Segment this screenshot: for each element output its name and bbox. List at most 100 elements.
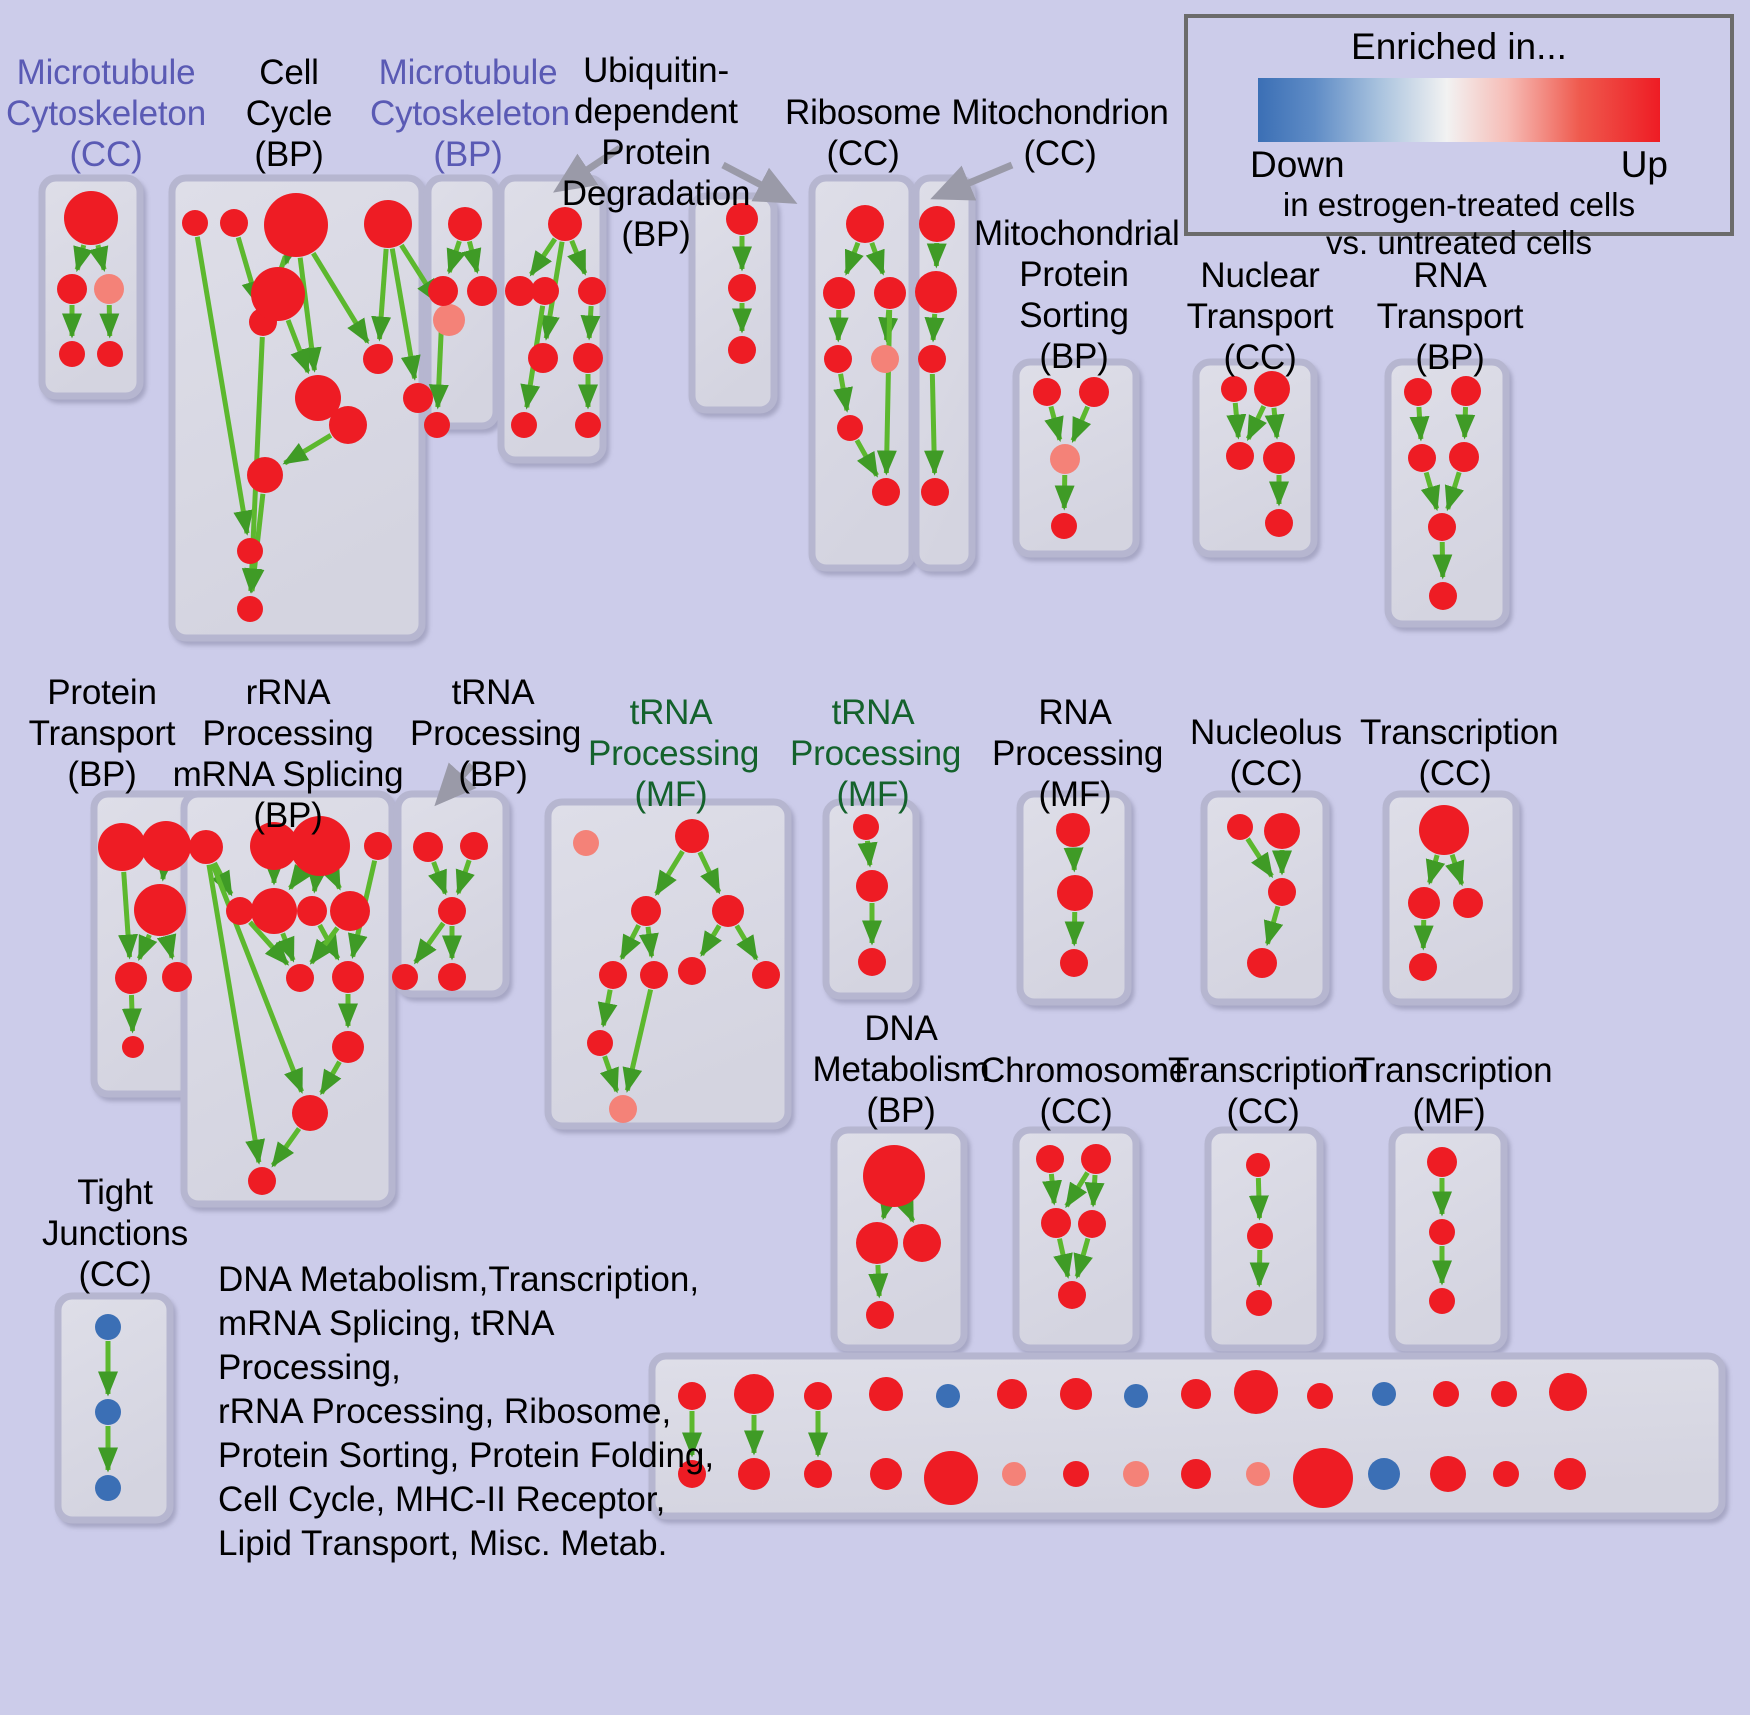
go-term-node[interactable] — [247, 457, 283, 493]
go-term-node[interactable] — [1033, 378, 1061, 406]
go-term-node[interactable] — [678, 1460, 706, 1488]
go-term-node[interactable] — [226, 897, 254, 925]
go-term-node[interactable] — [1057, 875, 1093, 911]
go-term-node[interactable] — [182, 210, 208, 236]
go-term-node[interactable] — [448, 207, 482, 241]
go-term-node[interactable] — [332, 1031, 364, 1063]
go-term-node[interactable] — [1234, 1370, 1278, 1414]
go-term-node[interactable] — [1181, 1379, 1211, 1409]
go-term-node[interactable] — [1449, 442, 1479, 472]
go-term-node[interactable] — [1430, 1456, 1466, 1492]
go-term-node[interactable] — [915, 271, 957, 313]
go-term-node[interactable] — [64, 191, 118, 245]
go-term-node[interactable] — [1549, 1373, 1587, 1411]
go-term-node[interactable] — [220, 209, 248, 237]
go-term-node[interactable] — [251, 888, 297, 934]
go-term-node[interactable] — [858, 948, 886, 976]
go-term-node[interactable] — [804, 1460, 832, 1488]
go-term-node[interactable] — [251, 267, 305, 321]
go-term-node[interactable] — [1293, 1448, 1353, 1508]
go-term-node[interactable] — [115, 962, 147, 994]
go-term-node[interactable] — [728, 336, 756, 364]
go-term-node[interactable] — [250, 822, 298, 870]
go-term-node[interactable] — [1058, 1281, 1086, 1309]
go-term-node[interactable] — [1036, 1145, 1064, 1173]
go-term-node[interactable] — [1254, 371, 1290, 407]
go-term-node[interactable] — [871, 345, 899, 373]
go-term-node[interactable] — [59, 341, 85, 367]
go-term-node[interactable] — [1221, 376, 1247, 402]
go-term-node[interactable] — [678, 1382, 706, 1410]
go-term-node[interactable] — [295, 375, 341, 421]
go-term-node[interactable] — [1227, 814, 1253, 840]
go-term-node[interactable] — [1408, 444, 1436, 472]
go-term-node[interactable] — [505, 276, 535, 306]
go-term-node[interactable] — [856, 870, 888, 902]
go-term-node[interactable] — [528, 343, 558, 373]
go-term-node[interactable] — [874, 277, 906, 309]
go-term-node[interactable] — [95, 1314, 121, 1340]
go-term-node[interactable] — [1079, 377, 1109, 407]
go-term-node[interactable] — [1081, 1144, 1111, 1174]
go-term-node[interactable] — [1419, 805, 1469, 855]
go-term-node[interactable] — [1264, 813, 1300, 849]
go-term-node[interactable] — [1181, 1459, 1211, 1489]
go-term-node[interactable] — [1124, 1384, 1148, 1408]
go-term-node[interactable] — [363, 344, 393, 374]
go-term-node[interactable] — [573, 830, 599, 856]
go-term-node[interactable] — [330, 891, 370, 931]
go-term-node[interactable] — [609, 1095, 637, 1123]
go-term-node[interactable] — [297, 896, 327, 926]
go-term-node[interactable] — [640, 961, 668, 989]
go-term-node[interactable] — [290, 816, 350, 876]
go-term-node[interactable] — [1063, 1461, 1089, 1487]
go-term-node[interactable] — [292, 1095, 328, 1131]
go-term-node[interactable] — [870, 1458, 902, 1490]
go-term-node[interactable] — [936, 1384, 960, 1408]
go-term-node[interactable] — [286, 964, 314, 992]
go-term-node[interactable] — [1409, 953, 1437, 981]
go-term-node[interactable] — [1451, 376, 1481, 406]
go-term-node[interactable] — [872, 478, 900, 506]
go-term-node[interactable] — [1268, 878, 1296, 906]
go-term-node[interactable] — [460, 832, 488, 860]
go-term-node[interactable] — [1041, 1208, 1071, 1238]
go-term-node[interactable] — [1226, 442, 1254, 470]
go-term-node[interactable] — [237, 538, 263, 564]
go-term-node[interactable] — [433, 304, 465, 336]
go-term-node[interactable] — [752, 961, 780, 989]
go-term-node[interactable] — [678, 957, 706, 985]
go-term-node[interactable] — [631, 896, 661, 926]
go-term-node[interactable] — [364, 832, 392, 860]
go-term-node[interactable] — [1246, 1153, 1270, 1177]
go-term-node[interactable] — [728, 274, 756, 302]
go-term-node[interactable] — [869, 1377, 903, 1411]
go-term-node[interactable] — [1123, 1461, 1149, 1487]
go-term-node[interactable] — [863, 1145, 925, 1207]
go-term-node[interactable] — [1429, 582, 1457, 610]
go-term-node[interactable] — [1491, 1381, 1517, 1407]
go-term-node[interactable] — [467, 276, 497, 306]
go-term-node[interactable] — [511, 412, 537, 438]
go-term-node[interactable] — [1246, 1462, 1270, 1486]
go-term-node[interactable] — [122, 1036, 144, 1058]
go-term-node[interactable] — [853, 814, 879, 840]
go-term-node[interactable] — [734, 1374, 774, 1414]
go-term-node[interactable] — [573, 343, 603, 373]
go-term-node[interactable] — [428, 276, 458, 306]
go-term-node[interactable] — [531, 277, 559, 305]
go-term-node[interactable] — [1428, 513, 1456, 541]
go-term-node[interactable] — [1404, 378, 1432, 406]
go-term-node[interactable] — [1307, 1383, 1333, 1409]
go-term-node[interactable] — [1265, 509, 1293, 537]
go-term-node[interactable] — [1429, 1288, 1455, 1314]
go-term-node[interactable] — [237, 596, 263, 622]
go-term-node[interactable] — [866, 1301, 894, 1329]
go-term-node[interactable] — [1453, 888, 1483, 918]
go-term-node[interactable] — [1002, 1462, 1026, 1486]
go-term-node[interactable] — [548, 207, 582, 241]
go-term-node[interactable] — [823, 277, 855, 309]
go-term-node[interactable] — [1429, 1219, 1455, 1245]
go-term-node[interactable] — [1050, 444, 1080, 474]
go-term-node[interactable] — [846, 205, 884, 243]
